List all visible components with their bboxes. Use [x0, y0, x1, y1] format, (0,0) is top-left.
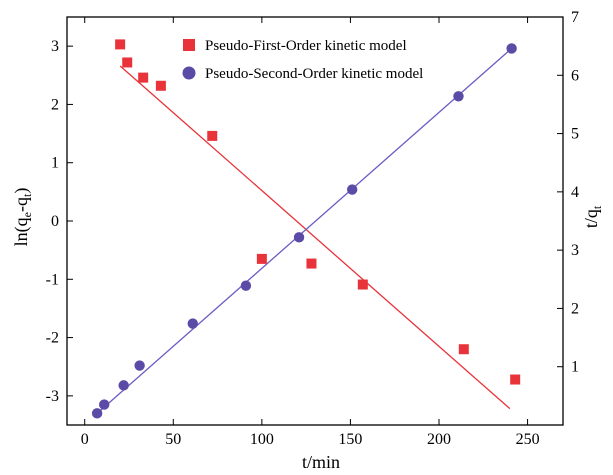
legend-label-series-1: Pseudo-First-Order kinetic model — [205, 38, 407, 54]
point-series-2 — [118, 380, 129, 391]
point-series-2 — [99, 399, 110, 410]
legend-marker-series-1 — [183, 39, 195, 51]
point-series-1 — [458, 344, 469, 355]
fit-lines — [96, 47, 513, 414]
y-left-tick-label: -2 — [46, 330, 59, 347]
point-series-1 — [155, 80, 166, 91]
fit-line-series-2 — [96, 47, 513, 414]
point-series-1 — [138, 72, 149, 83]
point-series-2 — [187, 318, 198, 329]
y-right-tick-label: 5 — [571, 126, 579, 143]
x-tick-label: 150 — [338, 431, 362, 448]
point-series-2 — [240, 280, 252, 291]
x-tick-label: 0 — [81, 431, 89, 448]
data-markers — [91, 39, 521, 419]
point-series-2 — [91, 408, 103, 419]
legend-label-series-2: Pseudo-Second-Order kinetic model — [205, 66, 423, 82]
point-series-1 — [256, 253, 267, 264]
y-left-tick-label: -1 — [46, 271, 59, 288]
point-series-2 — [453, 91, 464, 102]
y-left-tick-label: 2 — [51, 96, 59, 113]
point-series-1 — [115, 39, 126, 50]
y-right-axis-title: t/qt — [581, 205, 604, 228]
axis-ticks: 0 50 100 150 200 250 -3 -2 -1 0 1 2 3 1 2 3 4 5 6 7 — [46, 9, 579, 448]
y-left-tick-label: 0 — [51, 213, 59, 230]
y-right-tick-label: 4 — [571, 184, 579, 201]
point-series-2 — [293, 232, 305, 243]
point-series-1 — [357, 279, 368, 290]
x-tick-label: 250 — [516, 431, 540, 448]
point-series-2 — [134, 360, 145, 371]
point-series-2 — [506, 43, 517, 54]
legend-marker-series-2 — [182, 66, 196, 80]
x-axis-title: t/min — [302, 452, 340, 472]
y-right-tick-label: 6 — [571, 67, 579, 84]
y-left-tick-label: 3 — [51, 38, 59, 55]
x-tick-label: 100 — [250, 431, 274, 448]
y-right-tick-label: 2 — [571, 300, 579, 317]
y-right-tick-label: 3 — [571, 242, 579, 259]
point-series-1 — [306, 258, 317, 269]
point-series-1 — [122, 57, 133, 68]
point-series-2 — [347, 184, 358, 195]
legend: Pseudo-First-Order kinetic model Pseudo-S… — [182, 38, 423, 82]
y-left-tick-label: 1 — [51, 155, 59, 172]
y-right-tick-label: 1 — [571, 359, 579, 376]
point-series-1 — [207, 130, 218, 141]
y-right-tick-label: 7 — [571, 9, 579, 26]
y-left-tick-label: -3 — [46, 388, 59, 405]
point-series-1 — [510, 374, 521, 385]
x-tick-label: 200 — [427, 431, 451, 448]
x-tick-label: 50 — [165, 431, 181, 448]
y-left-axis-title: ln(qe-qt) — [11, 188, 34, 247]
fit-line-series-1 — [119, 65, 511, 410]
